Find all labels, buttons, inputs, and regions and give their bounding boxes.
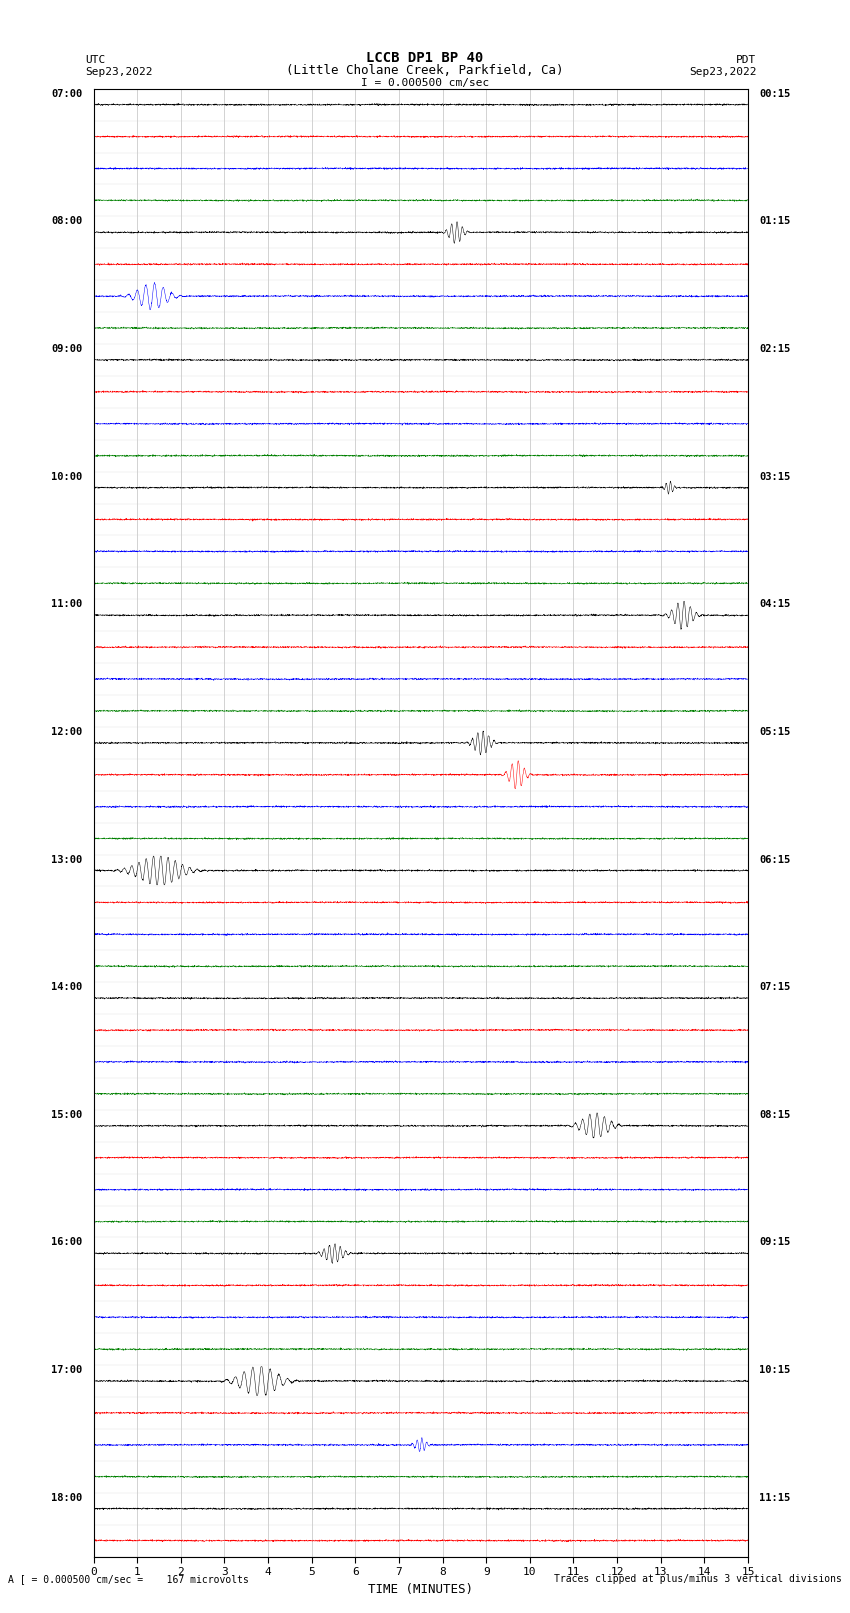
Text: 03:15: 03:15	[759, 471, 791, 482]
Text: Sep23,2022: Sep23,2022	[85, 68, 152, 77]
Text: (Little Cholane Creek, Parkfield, Ca): (Little Cholane Creek, Parkfield, Ca)	[286, 65, 564, 77]
Text: 11:00: 11:00	[51, 600, 82, 610]
Text: 18:00: 18:00	[51, 1492, 82, 1503]
Text: UTC: UTC	[85, 55, 105, 65]
Text: 06:15: 06:15	[759, 855, 791, 865]
Text: PDT: PDT	[736, 55, 756, 65]
Text: Traces clipped at plus/minus 3 vertical divisions: Traces clipped at plus/minus 3 vertical …	[553, 1574, 842, 1584]
Text: A [ = 0.000500 cm/sec =    167 microvolts: A [ = 0.000500 cm/sec = 167 microvolts	[8, 1574, 249, 1584]
Text: 12:00: 12:00	[51, 727, 82, 737]
Text: 11:15: 11:15	[759, 1492, 791, 1503]
Text: 04:15: 04:15	[759, 600, 791, 610]
Text: 10:00: 10:00	[51, 471, 82, 482]
Text: 14:00: 14:00	[51, 982, 82, 992]
Text: 07:00: 07:00	[51, 89, 82, 98]
Text: 09:15: 09:15	[759, 1237, 791, 1247]
Text: 15:00: 15:00	[51, 1110, 82, 1119]
X-axis label: TIME (MINUTES): TIME (MINUTES)	[368, 1582, 473, 1595]
Text: 16:00: 16:00	[51, 1237, 82, 1247]
Text: 05:15: 05:15	[759, 727, 791, 737]
Text: 02:15: 02:15	[759, 344, 791, 353]
Text: I = 0.000500 cm/sec: I = 0.000500 cm/sec	[361, 77, 489, 87]
Text: 09:00: 09:00	[51, 344, 82, 353]
Text: LCCB DP1 BP 40: LCCB DP1 BP 40	[366, 52, 484, 65]
Text: 07:15: 07:15	[759, 982, 791, 992]
Text: Sep23,2022: Sep23,2022	[689, 68, 756, 77]
Text: 10:15: 10:15	[759, 1365, 791, 1376]
Text: 13:00: 13:00	[51, 855, 82, 865]
Text: 00:15: 00:15	[759, 89, 791, 98]
Text: 17:00: 17:00	[51, 1365, 82, 1376]
Text: 08:00: 08:00	[51, 216, 82, 226]
Text: 01:15: 01:15	[759, 216, 791, 226]
Text: 08:15: 08:15	[759, 1110, 791, 1119]
